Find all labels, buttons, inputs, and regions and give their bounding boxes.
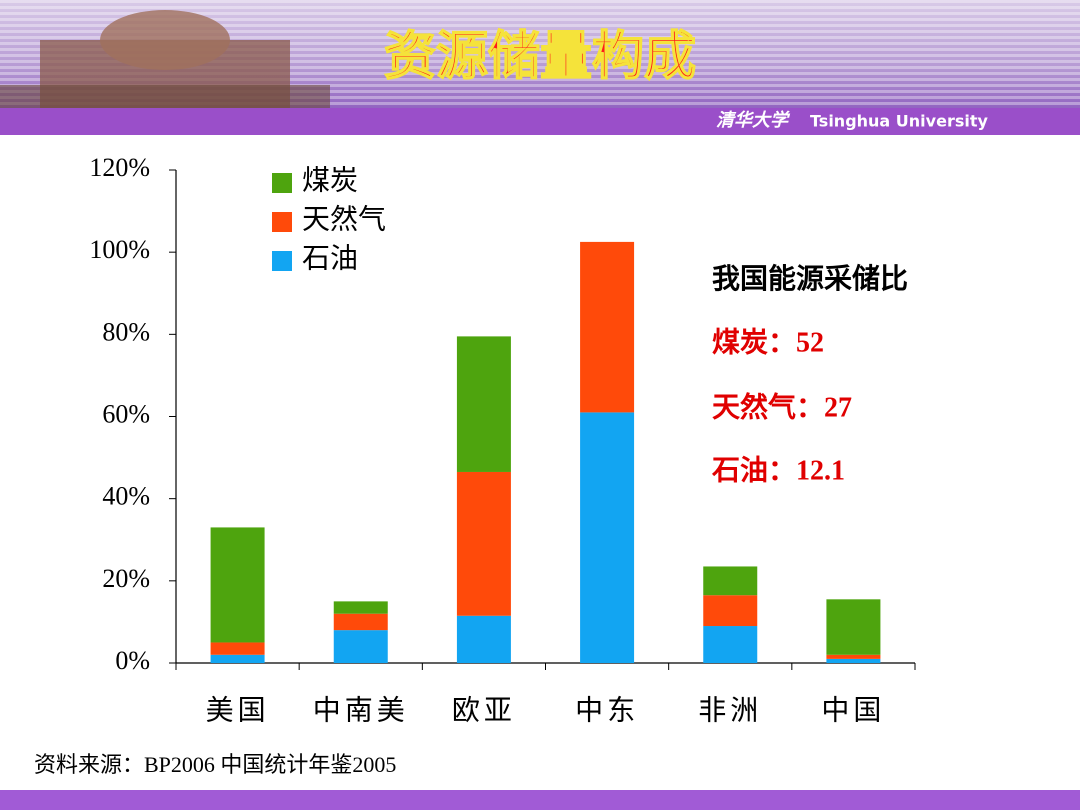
legend-label: 天然气 [302, 203, 386, 235]
bar-segment [210, 527, 265, 643]
bar-segment [826, 654, 881, 659]
bar-segment [333, 613, 388, 631]
bar-segment [580, 412, 635, 663]
y-tick-label: 20% [102, 564, 150, 593]
source-note: 资料来源：BP2006 中国统计年鉴2005 [34, 752, 396, 777]
bar-segment [456, 336, 511, 472]
y-tick-label: 0% [115, 646, 150, 675]
x-tick-label: 非洲 [698, 694, 762, 726]
bar-segment [333, 630, 388, 663]
bar-segment [703, 595, 758, 627]
x-tick-label: 中国 [821, 694, 885, 726]
note-line: 煤炭：52 [712, 326, 824, 358]
note-title: 我国能源采储比 [712, 262, 908, 295]
y-tick-label: 40% [102, 482, 150, 511]
legend-swatch [272, 212, 292, 232]
y-tick-label: 60% [102, 399, 150, 428]
bar-segment [703, 566, 758, 596]
legend-label: 煤炭 [302, 164, 358, 196]
bar-segment [210, 642, 265, 655]
university: Tsinghua University [810, 112, 988, 131]
legend-swatch [272, 173, 292, 193]
footer-band [0, 790, 1080, 810]
header-bar [0, 108, 1080, 135]
x-tick-label: 中东 [575, 694, 639, 726]
x-tick-label: 美国 [206, 694, 270, 726]
bar-segment [210, 654, 265, 663]
y-tick-label: 100% [89, 235, 150, 264]
y-tick-label: 80% [102, 317, 150, 346]
bar-segment [456, 615, 511, 663]
bar-segment [826, 599, 881, 655]
note-line: 石油：12.1 [711, 454, 845, 486]
legend-label: 石油 [302, 242, 358, 274]
bar-segment [456, 471, 511, 616]
bar-segment [703, 626, 758, 663]
y-tick-label: 120% [89, 153, 150, 182]
bar-segment [826, 658, 881, 663]
legend-swatch [272, 251, 292, 271]
slide-title: 资源储量构成 [384, 27, 696, 87]
bar-segment [580, 241, 635, 413]
x-tick-label: 中南美 [313, 694, 409, 726]
note-line: 天然气：27 [712, 390, 852, 423]
bar-segment [333, 601, 388, 614]
x-tick-label: 欧亚 [452, 694, 516, 726]
logo: 清华大学 [716, 110, 791, 130]
building [0, 10, 330, 108]
